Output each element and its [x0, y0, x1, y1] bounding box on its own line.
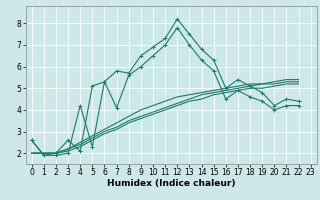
X-axis label: Humidex (Indice chaleur): Humidex (Indice chaleur) — [107, 179, 236, 188]
